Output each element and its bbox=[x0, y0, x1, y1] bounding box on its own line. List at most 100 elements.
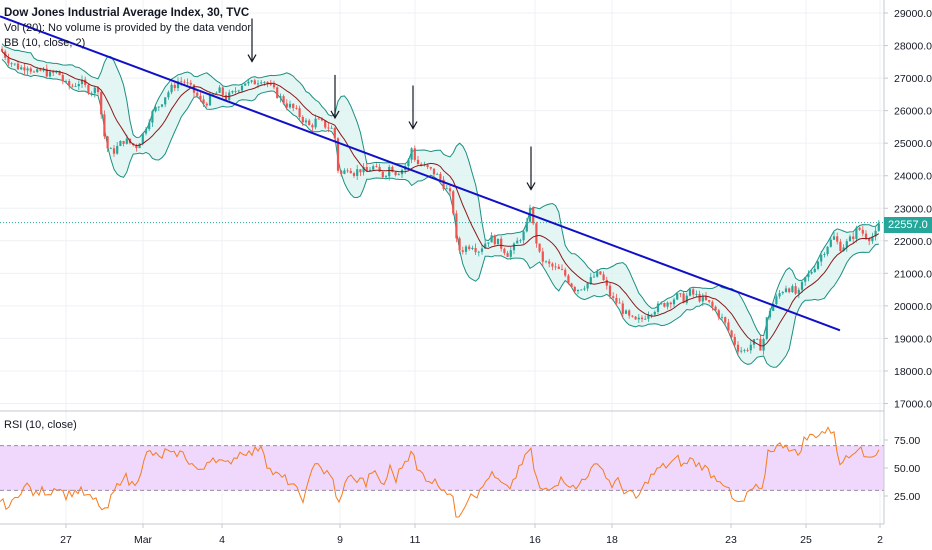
candle-body-219 bbox=[701, 296, 704, 302]
candle-body-74 bbox=[237, 90, 240, 92]
candle-body-205 bbox=[656, 303, 660, 312]
candle-body-239 bbox=[765, 317, 768, 339]
candle-body-62 bbox=[199, 95, 202, 100]
candle-body-148 bbox=[474, 247, 477, 253]
candle-body-199 bbox=[637, 317, 640, 320]
candle-body-192 bbox=[615, 297, 618, 303]
candle-body-37 bbox=[119, 141, 122, 146]
candle-body-14 bbox=[45, 68, 48, 77]
time-tick-7: 23 bbox=[725, 534, 737, 546]
candle-body-193 bbox=[618, 302, 621, 304]
candle-body-214 bbox=[685, 295, 688, 303]
candle-body-87 bbox=[279, 96, 282, 99]
candle-body-184 bbox=[589, 277, 592, 284]
candle-body-146 bbox=[468, 246, 471, 250]
candle-body-167 bbox=[535, 223, 538, 244]
candle-body-240 bbox=[768, 310, 772, 318]
candle-body-99 bbox=[317, 118, 320, 120]
candle-body-38 bbox=[122, 141, 125, 144]
candle-body-39 bbox=[125, 138, 128, 144]
candle-body-169 bbox=[541, 251, 544, 262]
candle-body-265 bbox=[848, 236, 852, 242]
candle-body-204 bbox=[653, 311, 656, 315]
band-upper bbox=[1, 43, 880, 337]
candle-body-89 bbox=[285, 103, 288, 108]
candle-body-15 bbox=[48, 71, 52, 77]
candle-body-66 bbox=[212, 93, 215, 95]
candle-body-48 bbox=[154, 107, 157, 112]
candle-body-112 bbox=[359, 169, 362, 173]
candle-body-56 bbox=[180, 81, 183, 83]
candle-body-79 bbox=[253, 80, 256, 85]
candle-body-206 bbox=[660, 302, 663, 304]
candle-body-273 bbox=[874, 230, 877, 237]
candle-body-21 bbox=[68, 80, 71, 86]
candle-body-101 bbox=[324, 120, 327, 128]
candle-body-129 bbox=[413, 148, 416, 160]
candle-body-100 bbox=[320, 118, 324, 121]
candle-body-264 bbox=[845, 241, 848, 248]
candle-body-220 bbox=[704, 296, 708, 301]
candle-body-65 bbox=[208, 94, 212, 106]
candle-body-246 bbox=[788, 288, 791, 293]
candle-body-114 bbox=[365, 166, 368, 171]
rsi-pane bbox=[0, 410, 884, 518]
candle-body-68 bbox=[218, 87, 221, 93]
candle-body-163 bbox=[522, 231, 525, 241]
candle-body-188 bbox=[602, 274, 605, 280]
candle-body-7 bbox=[23, 67, 26, 71]
candle-body-116 bbox=[372, 166, 375, 170]
price-tick-11: 18000.0 bbox=[894, 366, 932, 378]
candle-body-77 bbox=[247, 81, 250, 84]
time-tick-5: 16 bbox=[529, 534, 541, 546]
candle-body-111 bbox=[356, 169, 359, 176]
candle-body-256 bbox=[820, 254, 823, 262]
candle-body-24 bbox=[77, 84, 80, 87]
candle-body-117 bbox=[375, 166, 378, 167]
candle-body-157 bbox=[503, 248, 506, 254]
candle-body-98 bbox=[314, 118, 317, 128]
candle-body-20 bbox=[64, 80, 68, 82]
price-tick-0: 29000.0 bbox=[894, 8, 932, 20]
candle-body-138 bbox=[442, 179, 445, 189]
candle-body-94 bbox=[301, 117, 304, 123]
time-tick-4: 11 bbox=[410, 534, 421, 546]
candle-body-145 bbox=[464, 246, 468, 252]
candle-body-245 bbox=[784, 288, 788, 293]
chart-title: Dow Jones Industrial Average Index, 30, … bbox=[4, 7, 250, 19]
candle-body-229 bbox=[733, 336, 736, 345]
candle-body-254 bbox=[813, 268, 816, 272]
price-tick-9: 20000.0 bbox=[894, 301, 932, 313]
candle-body-26 bbox=[84, 79, 87, 85]
candle-body-176 bbox=[564, 269, 567, 276]
candle-body-258 bbox=[826, 246, 829, 255]
candle-body-110 bbox=[352, 173, 356, 176]
candle-body-211 bbox=[676, 293, 679, 300]
candle-body-153 bbox=[490, 235, 493, 243]
candle-body-27 bbox=[87, 84, 90, 94]
candle-body-207 bbox=[663, 302, 666, 307]
candle-body-257 bbox=[823, 254, 826, 255]
candle-body-202 bbox=[647, 315, 650, 319]
candle-body-127 bbox=[407, 159, 410, 167]
candle-body-249 bbox=[797, 289, 800, 294]
arrow-annotations bbox=[247, 18, 536, 191]
candle-body-226 bbox=[724, 317, 727, 323]
candle-body-144 bbox=[461, 250, 464, 252]
candle-body-201 bbox=[644, 318, 647, 320]
candle-body-155 bbox=[496, 238, 500, 245]
bollinger-bands bbox=[1, 43, 880, 368]
trendline-line bbox=[0, 15, 841, 332]
trendline[interactable] bbox=[0, 15, 841, 332]
candle-body-91 bbox=[292, 103, 295, 108]
candle-body-171 bbox=[548, 261, 551, 264]
candle-body-200 bbox=[640, 317, 644, 320]
candle-body-130 bbox=[416, 159, 420, 165]
rsi-tick-0: 75.00 bbox=[894, 435, 920, 447]
candle-body-217 bbox=[695, 294, 698, 295]
candle-body-179 bbox=[573, 287, 576, 292]
candle-body-123 bbox=[394, 172, 397, 176]
candle-body-80 bbox=[256, 83, 260, 85]
candle-body-139 bbox=[445, 188, 448, 190]
